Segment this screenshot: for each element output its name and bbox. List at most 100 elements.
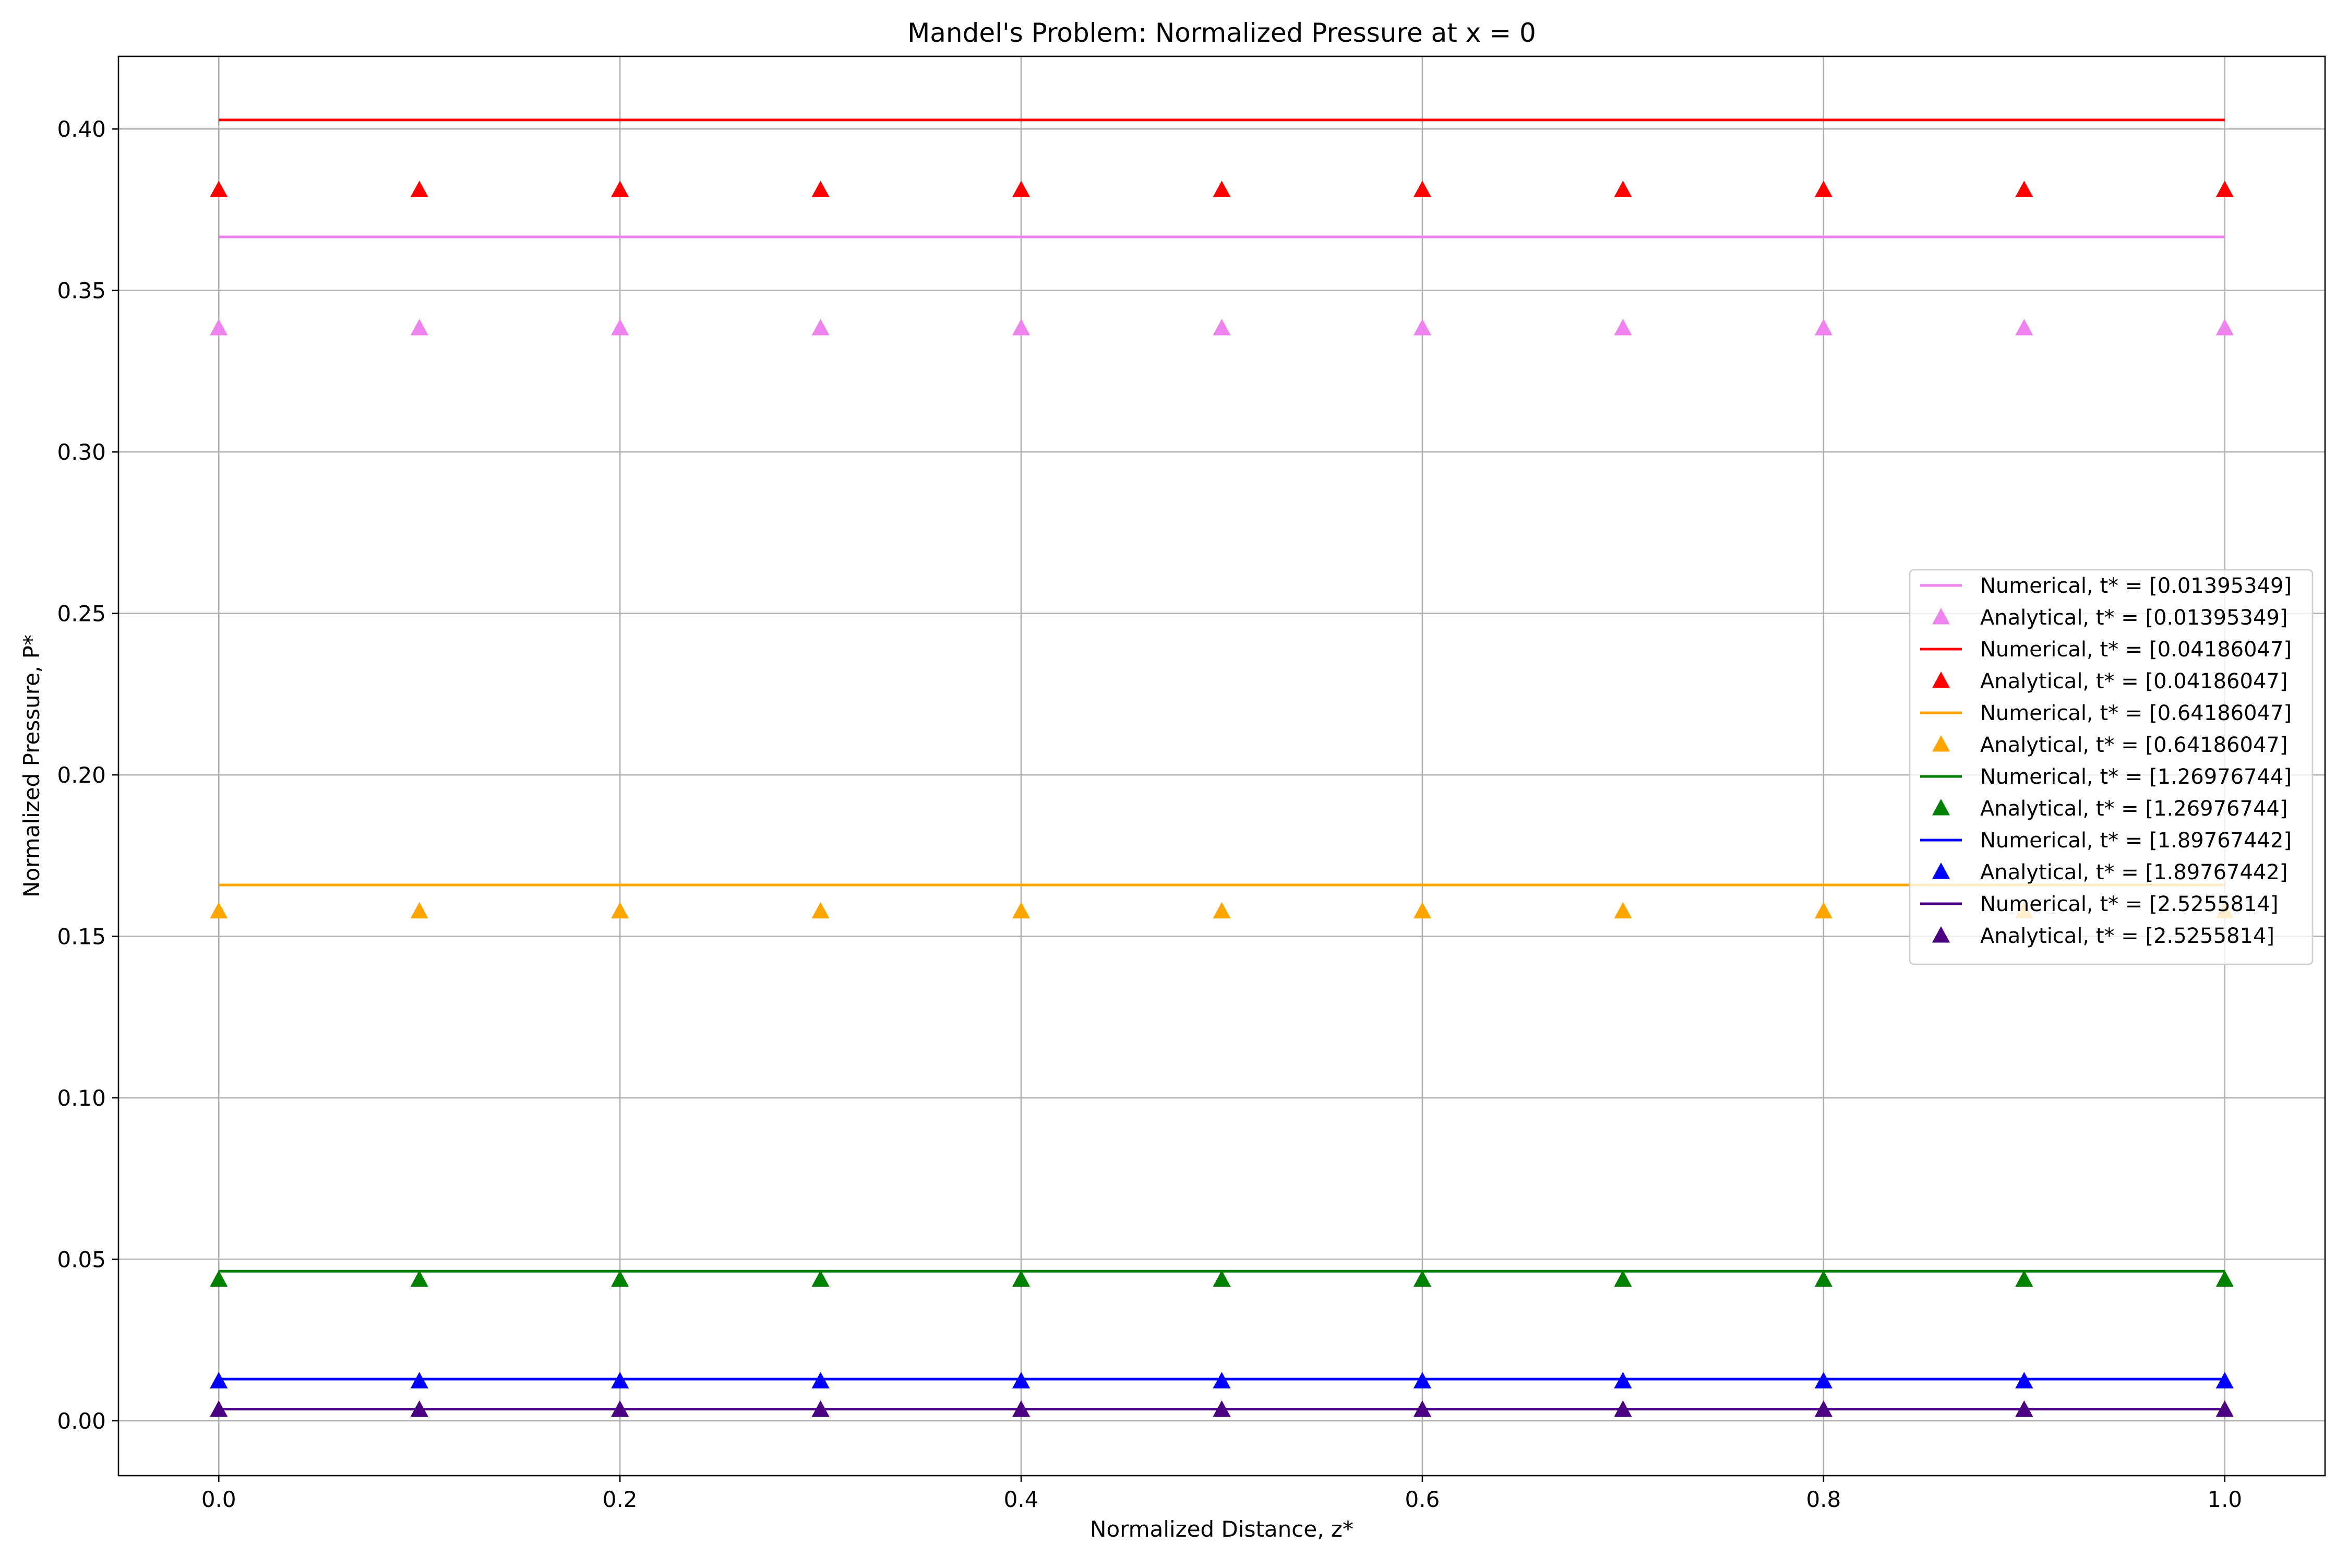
y-tick-label: 0.00 [57, 1408, 106, 1434]
x-tick-label: 0.2 [603, 1487, 638, 1512]
legend-marker-swatch [1932, 735, 1950, 752]
series-marker [811, 319, 830, 336]
legend-label: Analytical, t* = [0.01395349] [1980, 606, 2287, 630]
series-marker [210, 181, 228, 197]
legend-label: Numerical, t* = [1.26976744] [1980, 765, 2292, 789]
legend-marker-swatch [1932, 863, 1950, 879]
series-marker [1012, 1372, 1031, 1389]
legend-label: Analytical, t* = [0.64186047] [1980, 733, 2287, 757]
series-marker [1413, 319, 1432, 336]
series-marker [1814, 1270, 1832, 1287]
series-marker [611, 902, 629, 919]
series-marker [611, 319, 629, 336]
series-marker [2215, 1372, 2234, 1389]
series-marker [410, 1270, 428, 1287]
series-marker [811, 902, 830, 919]
series-marker [2215, 181, 2234, 197]
legend-marker-swatch [1932, 926, 1950, 943]
y-tick-label: 0.05 [57, 1247, 106, 1272]
legend-label: Analytical, t* = [1.26976744] [1980, 797, 2287, 821]
series-marker [1012, 1270, 1031, 1287]
y-tick-label: 0.30 [57, 439, 106, 465]
series-marker [1814, 181, 1832, 197]
series-marker [2015, 1270, 2033, 1287]
legend-label: Numerical, t* = [0.64186047] [1980, 701, 2292, 725]
y-tick-label: 0.35 [57, 278, 106, 304]
series-marker [811, 1372, 830, 1389]
series-marker [1012, 902, 1031, 919]
series-marker [1614, 319, 1632, 336]
series-marker [1814, 902, 1832, 919]
series-marker [2015, 1400, 2033, 1417]
x-tick-label: 0.4 [1004, 1487, 1039, 1512]
chart-title: Mandel's Problem: Normalized Pressure at… [907, 18, 1536, 48]
series-marker [1413, 1400, 1432, 1417]
series-marker [1012, 319, 1031, 336]
legend-label: Numerical, t* = [0.04186047] [1980, 638, 2292, 662]
series-marker [1614, 1270, 1632, 1287]
legend-label: Numerical, t* = [1.89767442] [1980, 829, 2292, 853]
series-marker [811, 1270, 830, 1287]
y-tick-label: 0.20 [57, 762, 106, 788]
series-marker [1413, 902, 1432, 919]
series-marker [611, 181, 629, 197]
x-tick-label: 1.0 [2207, 1487, 2242, 1512]
ticks-layer: 0.0 0.2 0.4 0.6 0.8 1.0 0.00 0.05 0.10 0.15 0.20 0.… [57, 116, 2242, 1512]
series-marker [1213, 1270, 1231, 1287]
series-marker [410, 181, 428, 197]
series-marker [410, 1400, 428, 1417]
legend: Numerical, t* = [0.01395349] Analytical, … [1909, 569, 2314, 965]
series-marker [1213, 1372, 1231, 1389]
series-marker [2215, 1270, 2234, 1287]
series-layer [210, 118, 2234, 1417]
y-axis-label: Normalized Pressure, P* [19, 635, 44, 897]
series-marker [1614, 1400, 1632, 1417]
series-marker [410, 319, 428, 336]
series-marker [1413, 1372, 1432, 1389]
legend-label: Numerical, t* = [0.01395349] [1980, 574, 2292, 598]
series-marker [1814, 1400, 1832, 1417]
plot-frame [117, 55, 2326, 1477]
y-tick-label: 0.10 [57, 1085, 106, 1111]
x-tick-label: 0.0 [201, 1487, 236, 1512]
x-tick-label: 0.6 [1405, 1487, 1440, 1512]
legend-label: Numerical, t* = [2.5255814] [1980, 892, 2279, 916]
series-marker [210, 1372, 228, 1389]
y-tick-label: 0.15 [57, 924, 106, 949]
series-marker [1614, 902, 1632, 919]
series-marker [1213, 319, 1231, 336]
series-marker [611, 1372, 629, 1389]
series-marker [410, 1372, 428, 1389]
series-marker [1213, 181, 1231, 197]
series-marker [2215, 1400, 2234, 1417]
series-marker [210, 1400, 228, 1417]
series-marker [1413, 1270, 1432, 1287]
y-tick-label: 0.25 [57, 601, 106, 627]
series-marker [2015, 181, 2033, 197]
series-marker [2015, 1372, 2033, 1389]
x-tick-label: 0.8 [1806, 1487, 1841, 1512]
legend-box [1909, 569, 2314, 965]
series-marker [1814, 1372, 1832, 1389]
legend-marker-swatch [1932, 608, 1950, 625]
series-marker [210, 319, 228, 336]
legend-marker-swatch [1932, 672, 1950, 688]
series-marker [811, 181, 830, 197]
x-axis-label: Normalized Distance, z* [1090, 1516, 1353, 1542]
series-marker [811, 1400, 830, 1417]
legend-label: Analytical, t* = [0.04186047] [1980, 669, 2287, 693]
legend-marker-swatch [1932, 799, 1950, 816]
series-marker [210, 902, 228, 919]
series-marker [1213, 1400, 1231, 1417]
series-marker [1814, 319, 1832, 336]
series-marker [1614, 181, 1632, 197]
legend-label: Analytical, t* = [2.5255814] [1980, 924, 2274, 948]
series-marker [410, 902, 428, 919]
y-tick-label: 0.40 [57, 116, 106, 142]
series-marker [1012, 1400, 1031, 1417]
series-marker [1413, 181, 1432, 197]
series-marker [611, 1400, 629, 1417]
series-marker [1012, 181, 1031, 197]
